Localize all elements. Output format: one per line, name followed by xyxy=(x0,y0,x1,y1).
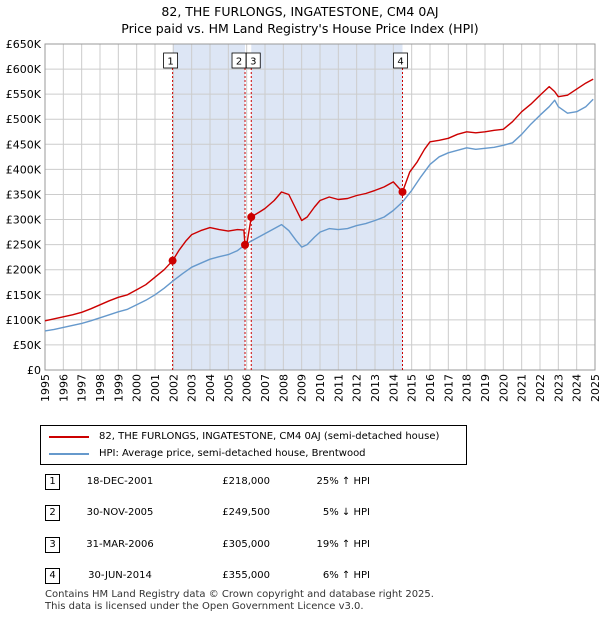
sale-date: 30-NOV-2005 xyxy=(86,507,154,518)
y-tick-label: £650K xyxy=(6,38,42,51)
property-price-line xyxy=(44,78,594,322)
sale-marker xyxy=(168,256,177,265)
plot-border xyxy=(44,43,596,371)
x-tick-label: 1999 xyxy=(112,374,125,402)
x-tick-label: 2019 xyxy=(479,374,492,402)
chart-grid xyxy=(44,43,596,371)
x-tick-label: 2024 xyxy=(571,374,584,402)
legend-label-property: 82, THE FURLONGS, INGATESTONE, CM4 0AJ (… xyxy=(99,431,440,442)
hpi-line xyxy=(44,98,594,332)
sale-label-box xyxy=(163,52,179,69)
y-tick-label: £500K xyxy=(6,113,42,126)
x-tick-label: 2004 xyxy=(204,374,217,402)
x-tick-label: 2003 xyxy=(186,374,199,402)
sale-row: 4 30-JUN-2014 £355,000 6% ↑ HPI xyxy=(40,566,440,586)
y-tick-label: £150K xyxy=(6,289,42,302)
axis-labels: £0 £50K £100K £150K £200K £250K £300K £350K £400… xyxy=(6,38,600,402)
y-tick-label: £450K xyxy=(6,138,42,151)
legend-label-hpi: HPI: Average price, semi-detached house,… xyxy=(99,448,366,459)
sale-date: 18-DEC-2001 xyxy=(86,476,154,487)
sale-row: 1 18-DEC-2001 £218,000 25% ↑ HPI xyxy=(40,472,440,492)
y-tick-label: £250K xyxy=(6,239,42,252)
sale-price: £355,000 xyxy=(222,570,270,581)
x-tick-label: 2025 xyxy=(589,374,600,402)
x-tick-label: 2013 xyxy=(369,374,382,402)
y-tick-label: £550K xyxy=(6,88,42,101)
x-tick-label: 2021 xyxy=(516,374,529,402)
sale-label-box xyxy=(393,52,408,69)
legend: 82, THE FURLONGS, INGATESTONE, CM4 0AJ (… xyxy=(40,425,467,465)
x-tick-label: 1995 xyxy=(39,374,52,402)
x-tick-label: 2002 xyxy=(167,374,180,402)
chart-title-line1: 82, THE FURLONGS, INGATESTONE, CM4 0AJ xyxy=(161,4,439,19)
sale-number-badge: 1 xyxy=(45,474,60,490)
y-tick-label: £100K xyxy=(6,314,42,327)
series-lines xyxy=(44,78,594,332)
x-tick-label: 2022 xyxy=(534,374,547,402)
legend-swatch-property xyxy=(49,436,89,438)
sale-hpi-diff: 19% ↑ HPI xyxy=(316,539,370,550)
sale-marker xyxy=(247,213,256,222)
y-tick-label: £50K xyxy=(13,339,42,352)
sale-label: 2 xyxy=(236,57,242,68)
sale-row: 2 30-NOV-2005 £249,500 5% ↓ HPI xyxy=(40,503,440,523)
sale-label: 3 xyxy=(250,57,256,68)
x-tick-label: 2012 xyxy=(351,374,364,402)
legend-swatch-hpi xyxy=(49,453,89,455)
x-tick-label: 2005 xyxy=(222,374,235,402)
footer-copyright: Contains HM Land Registry data © Crown c… xyxy=(45,589,434,600)
sale-label-box xyxy=(245,52,261,69)
x-tick-label: 2008 xyxy=(277,374,290,402)
y-tick-label: £0 xyxy=(27,364,41,377)
sale-marker xyxy=(398,187,407,196)
sale-row: 3 31-MAR-2006 £305,000 19% ↑ HPI xyxy=(40,535,440,555)
sale-label: 4 xyxy=(397,57,403,68)
sale-date: 31-MAR-2006 xyxy=(86,539,154,550)
x-tick-label: 2010 xyxy=(314,374,327,402)
sale-label: 1 xyxy=(167,57,173,68)
shaded-period xyxy=(251,44,403,370)
x-tick-label: 2007 xyxy=(259,374,272,402)
x-tick-label: 2023 xyxy=(552,374,565,402)
sale-number-badge: 3 xyxy=(45,537,60,553)
sale-hpi-diff: 25% ↑ HPI xyxy=(316,476,370,487)
x-tick-label: 1998 xyxy=(94,374,107,402)
sale-number-badge: 2 xyxy=(45,505,60,521)
x-tick-label: 2017 xyxy=(442,374,455,402)
sale-number-badge: 4 xyxy=(45,568,60,584)
x-tick-label: 2015 xyxy=(406,374,419,402)
footer-licence: This data is licensed under the Open Gov… xyxy=(45,601,364,612)
chart-title-line2: Price paid vs. HM Land Registry's House … xyxy=(121,21,479,36)
x-tick-label: 2000 xyxy=(131,374,144,402)
sale-price: £305,000 xyxy=(222,539,270,550)
shaded-period xyxy=(172,44,246,370)
sale-date: 30-JUN-2014 xyxy=(88,570,152,581)
sale-price: £249,500 xyxy=(222,507,270,518)
x-tick-label: 1996 xyxy=(57,374,70,402)
x-tick-label: 2009 xyxy=(296,374,309,402)
x-tick-label: 2020 xyxy=(497,374,510,402)
x-tick-label: 2016 xyxy=(424,374,437,402)
y-tick-label: £400K xyxy=(6,163,42,176)
x-tick-label: 2018 xyxy=(461,374,474,402)
sale-hpi-diff: 6% ↑ HPI xyxy=(322,570,370,581)
y-tick-label: £350K xyxy=(6,188,42,201)
x-tick-label: 1997 xyxy=(76,374,89,402)
y-tick-label: £200K xyxy=(6,264,42,277)
y-tick-label: £300K xyxy=(6,214,42,227)
sale-marker xyxy=(241,240,250,249)
sale-hpi-diff: 5% ↓ HPI xyxy=(322,507,370,518)
x-tick-label: 2006 xyxy=(241,374,254,402)
x-tick-label: 2014 xyxy=(387,374,400,402)
y-tick-label: £600K xyxy=(6,63,42,76)
x-tick-label: 2011 xyxy=(332,374,345,402)
sale-price: £218,000 xyxy=(222,476,270,487)
x-tick-label: 2001 xyxy=(149,374,162,402)
